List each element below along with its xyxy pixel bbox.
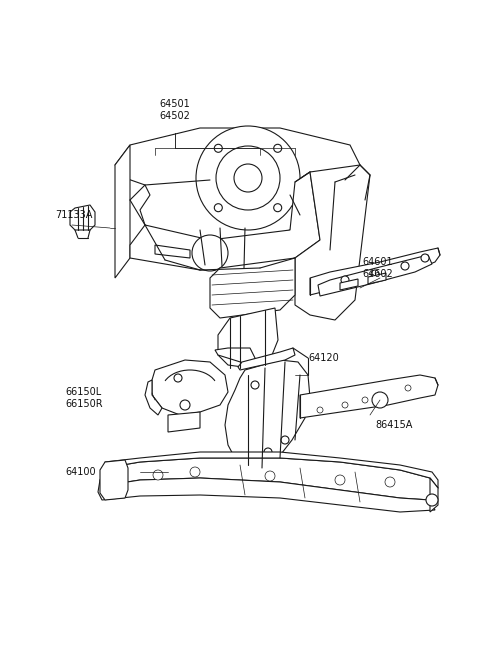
Circle shape: [342, 402, 348, 408]
Text: 64100: 64100: [65, 467, 96, 477]
Polygon shape: [98, 478, 435, 512]
Polygon shape: [70, 205, 95, 230]
Circle shape: [190, 467, 200, 477]
Circle shape: [405, 385, 411, 391]
Polygon shape: [225, 360, 310, 468]
Circle shape: [421, 254, 429, 262]
Polygon shape: [152, 360, 228, 415]
Polygon shape: [155, 245, 190, 258]
Circle shape: [372, 392, 388, 408]
Circle shape: [216, 146, 280, 210]
Circle shape: [341, 276, 349, 284]
Circle shape: [251, 381, 259, 389]
Polygon shape: [168, 412, 200, 432]
Circle shape: [401, 262, 409, 270]
Text: 66150L
66150R: 66150L 66150R: [65, 387, 103, 409]
Circle shape: [234, 164, 262, 192]
Text: 86415A: 86415A: [375, 420, 412, 430]
Circle shape: [362, 397, 368, 403]
Circle shape: [335, 475, 345, 485]
Circle shape: [274, 144, 282, 153]
Circle shape: [426, 494, 438, 506]
Polygon shape: [115, 128, 360, 240]
Circle shape: [192, 235, 228, 271]
Circle shape: [281, 436, 289, 444]
Circle shape: [274, 204, 282, 212]
Circle shape: [371, 270, 379, 278]
Circle shape: [180, 400, 190, 410]
Polygon shape: [210, 258, 295, 318]
Circle shape: [265, 471, 275, 481]
Circle shape: [214, 144, 222, 153]
Text: 64120: 64120: [308, 353, 339, 363]
Polygon shape: [100, 460, 128, 500]
Circle shape: [317, 407, 323, 413]
Circle shape: [153, 470, 163, 480]
Polygon shape: [310, 248, 440, 295]
Polygon shape: [115, 145, 130, 278]
Polygon shape: [430, 478, 438, 512]
Polygon shape: [130, 172, 320, 270]
Circle shape: [214, 204, 222, 212]
Polygon shape: [215, 348, 255, 365]
Circle shape: [385, 477, 395, 487]
Text: 71133A: 71133A: [55, 210, 92, 220]
Circle shape: [174, 374, 182, 382]
Circle shape: [264, 448, 272, 456]
Polygon shape: [368, 273, 386, 284]
Polygon shape: [238, 348, 295, 370]
Circle shape: [375, 395, 385, 405]
Polygon shape: [105, 452, 438, 488]
Polygon shape: [145, 380, 162, 415]
Text: 64601
64602: 64601 64602: [362, 257, 393, 279]
Text: 64501
64502: 64501 64502: [159, 99, 191, 121]
Polygon shape: [318, 255, 432, 296]
Polygon shape: [295, 165, 370, 320]
Polygon shape: [218, 308, 278, 368]
Polygon shape: [100, 458, 438, 500]
Polygon shape: [340, 279, 358, 290]
Polygon shape: [300, 375, 438, 418]
Circle shape: [196, 126, 300, 230]
